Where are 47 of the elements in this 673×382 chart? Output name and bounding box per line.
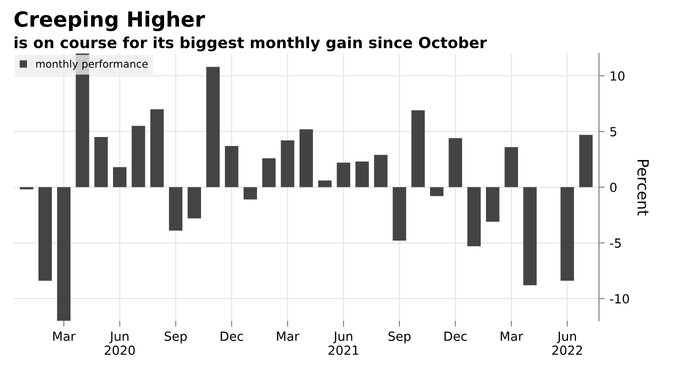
- bar: [448, 138, 462, 188]
- legend-label: monthly performance: [36, 60, 148, 70]
- bar: [560, 187, 574, 281]
- bar: [318, 180, 332, 188]
- y-tick-label: -5: [610, 238, 621, 248]
- x-tick-label: Mar: [53, 332, 76, 341]
- bar: [374, 154, 388, 188]
- bar: [355, 162, 369, 188]
- bar: [113, 167, 126, 188]
- x-tick-label: Dec: [444, 332, 467, 341]
- x-tick-label: Mar: [500, 332, 524, 341]
- bar: [504, 147, 518, 188]
- y-tick-label: 0: [610, 182, 617, 192]
- bar: [38, 187, 52, 281]
- bar: [94, 137, 108, 188]
- bar: [336, 162, 350, 188]
- y-tick-label: 5: [610, 127, 616, 136]
- bar: [206, 66, 220, 188]
- x-tick-label: Dec: [220, 332, 243, 341]
- x-tick-label: Mar: [277, 332, 300, 341]
- bar: [300, 129, 313, 188]
- bar: [523, 187, 537, 286]
- bar: [57, 187, 71, 321]
- y-tick-label: -10: [610, 294, 629, 304]
- bar: [579, 134, 593, 188]
- bar: [132, 126, 146, 188]
- bar: [392, 187, 406, 241]
- y-axis-title: Percent: [637, 160, 649, 216]
- bar: [224, 146, 238, 188]
- chart-subtitle: is on course for its biggest monthly gain since October: [14, 36, 487, 52]
- x-tick-label: Sep: [388, 332, 411, 344]
- x-tick-label: Jun 2021: [328, 332, 358, 355]
- bar: [430, 187, 444, 196]
- x-tick-label: Jun 2020: [104, 332, 135, 355]
- bar: [150, 109, 164, 188]
- y-tick-label: 10: [610, 71, 624, 81]
- bar: [280, 140, 294, 188]
- chart-title: Creeping Higher: [14, 10, 205, 32]
- x-tick-label: Sep: [164, 332, 187, 344]
- bar: [467, 187, 481, 246]
- bar: [411, 110, 425, 188]
- bar: [486, 187, 500, 222]
- bar: [188, 187, 202, 218]
- bar: [244, 187, 257, 200]
- bar: [262, 158, 276, 188]
- bar: [168, 187, 182, 231]
- x-tick-label: Jun 2022: [552, 332, 582, 355]
